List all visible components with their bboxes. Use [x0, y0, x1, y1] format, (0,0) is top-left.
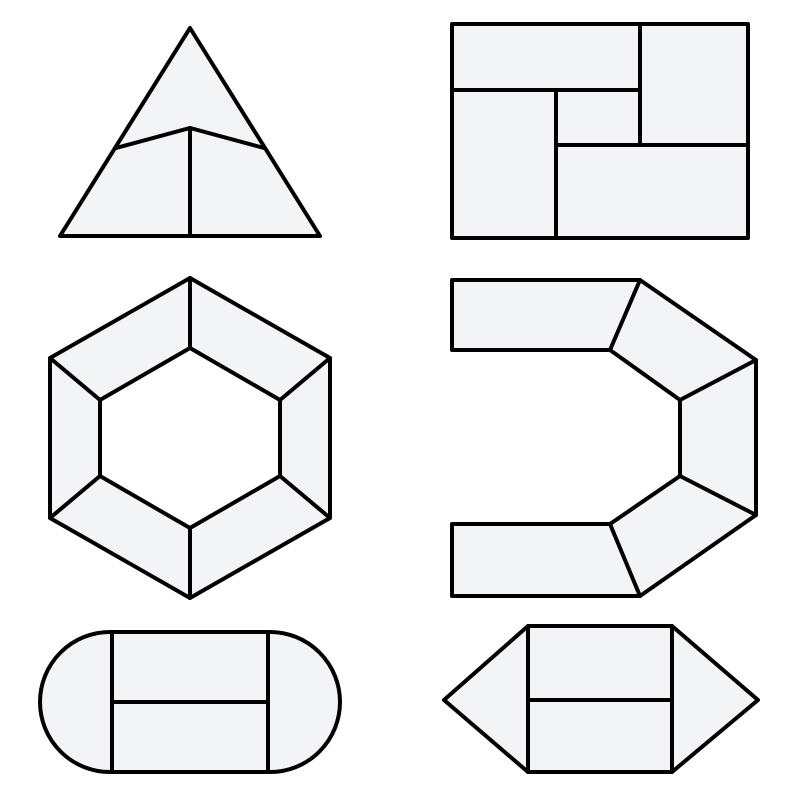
- elongated-hexagon: [444, 626, 758, 772]
- stadium: [40, 632, 340, 772]
- triangle: [60, 28, 320, 236]
- hexagon-ring: [50, 278, 330, 598]
- square-windmill: [452, 24, 748, 238]
- diagram-canvas: [0, 0, 800, 800]
- open-hexagon-u: [452, 280, 756, 596]
